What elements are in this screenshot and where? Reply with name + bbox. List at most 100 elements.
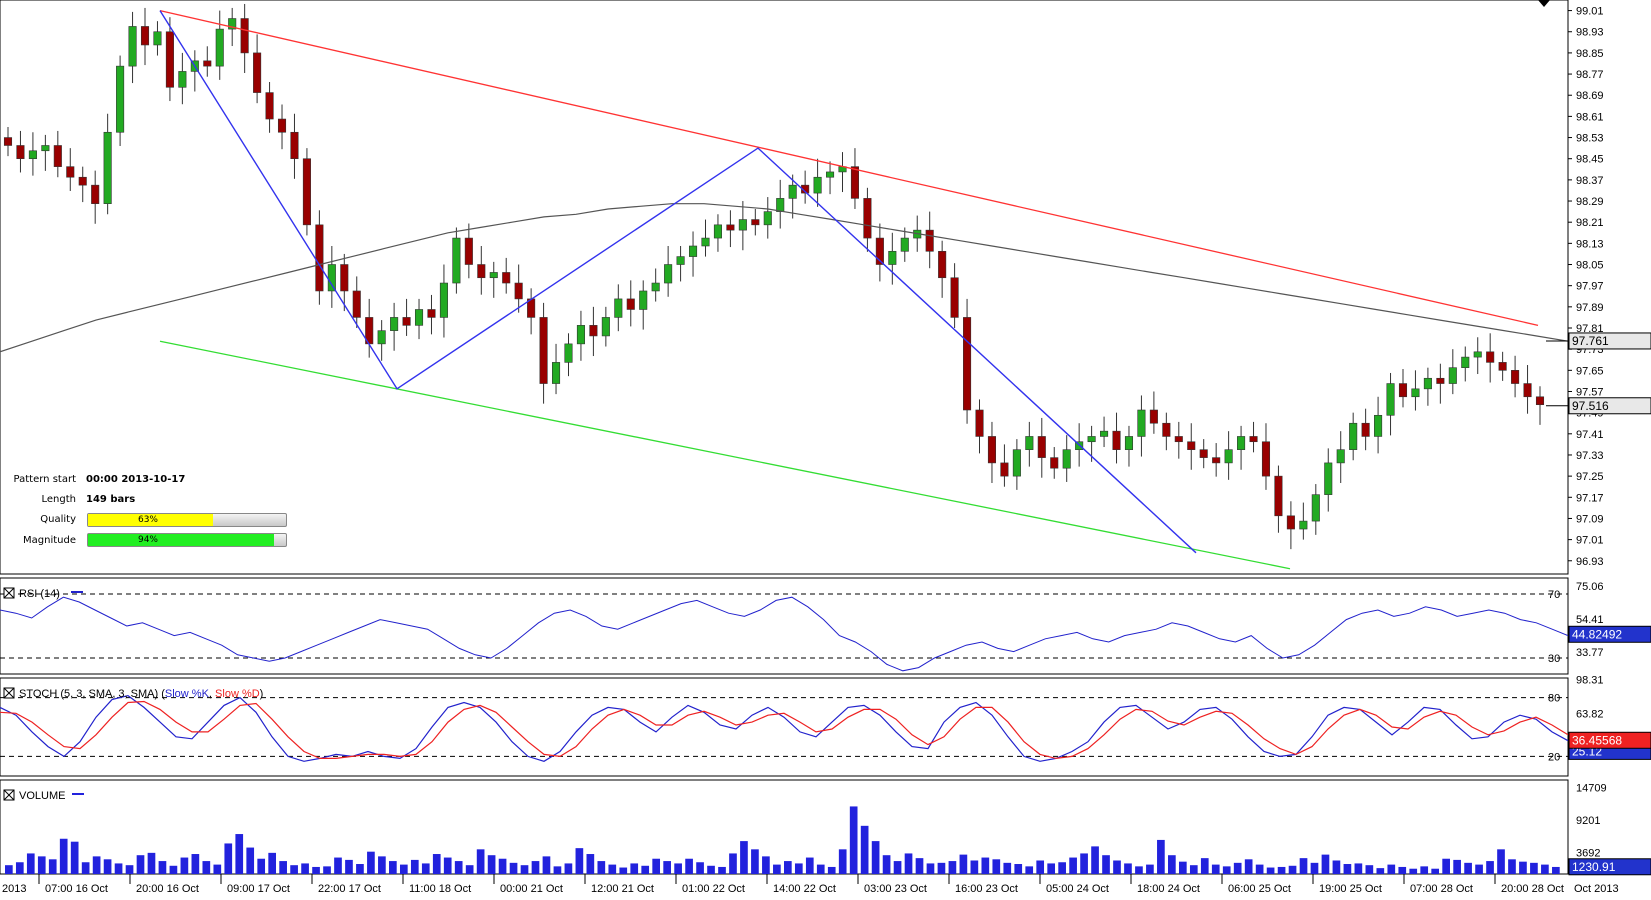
candle-body [1224, 449, 1233, 464]
candle-body [502, 272, 511, 284]
candle-body [1535, 396, 1545, 406]
candle-body [1511, 370, 1520, 384]
volume-bar [948, 861, 957, 874]
volume-bar [356, 864, 364, 874]
stoch-d-value-label: 36.45568 [1572, 733, 1622, 747]
stoch-d-line [0, 700, 1569, 760]
candle-body [713, 224, 722, 239]
volume-bar [1255, 864, 1264, 874]
volume-bar [641, 865, 650, 874]
candle-body [589, 325, 598, 337]
stoch-legend-d: Slow %D [215, 688, 260, 700]
rsi-level-label: 30 [1548, 653, 1560, 665]
price-plot-frame [0, 0, 1569, 575]
volume-bar [1047, 863, 1056, 874]
volume-bar [630, 863, 639, 874]
candle-body [290, 131, 299, 160]
volume-bar [246, 847, 255, 874]
candle-body [103, 131, 112, 204]
price-tick-label: 97.09 [1576, 513, 1604, 525]
price-tick-label: 97.65 [1576, 365, 1604, 377]
candle-body [414, 309, 424, 326]
volume-bar [1036, 860, 1045, 874]
candle-body [1286, 515, 1295, 530]
candle-body [850, 166, 859, 199]
volume-bar [1244, 859, 1253, 874]
volume-bar [257, 858, 266, 874]
candle-body [963, 317, 972, 411]
candle-body [551, 362, 561, 384]
volume-tick-label: 14709 [1576, 783, 1607, 795]
volume-bar [323, 866, 331, 874]
candle-body [1212, 457, 1221, 464]
x-tick-label: 11:00 18 Oct [409, 883, 471, 895]
candle-body [950, 277, 959, 318]
volume-bar [103, 859, 112, 874]
x-tick-label: 18:00 24 Oct [1137, 883, 1200, 895]
collapse-arrow-icon[interactable] [1538, 0, 1550, 7]
volume-bar [312, 866, 320, 874]
candle-body [41, 145, 50, 152]
volume-bar [849, 806, 858, 874]
volume-bar [1310, 862, 1319, 874]
stoch-legend-k: Slow %K [165, 688, 210, 700]
rsi-level-label: 70 [1548, 589, 1560, 601]
candle-body [128, 26, 137, 67]
volume-bar [586, 854, 595, 874]
volume-bar [345, 859, 353, 874]
candle-body [1448, 367, 1457, 384]
candle-body [265, 92, 274, 120]
candle-body [1050, 457, 1059, 469]
price-tick-label: 98.05 [1576, 260, 1604, 272]
price-tick-label: 97.17 [1576, 492, 1604, 504]
volume-bar [15, 862, 24, 874]
volume-bar [1530, 862, 1538, 874]
volume-bar [1387, 864, 1396, 874]
candle-body [626, 298, 635, 310]
volume-bar [169, 865, 178, 874]
price-tick-label: 99.01 [1576, 6, 1604, 18]
close-icon-stroke [3, 587, 15, 599]
volume-bar [1420, 866, 1429, 874]
stoch-tick-label: 63.82 [1576, 708, 1604, 720]
candle-body [987, 436, 997, 464]
price-tick-label: 98.85 [1576, 48, 1604, 60]
volume-bar [378, 856, 386, 874]
candle-body [601, 317, 610, 337]
volume-bar [5, 865, 13, 874]
candle-body [875, 237, 884, 265]
volume-bar [1157, 839, 1165, 874]
candle-body [639, 290, 648, 310]
magnitude-bar: 94% [87, 533, 287, 547]
volume-bar [674, 863, 682, 874]
volume-bar [729, 853, 737, 874]
volume-title: VOLUME [19, 790, 65, 802]
candle-body [1411, 388, 1420, 398]
volume-tick-label: 9201 [1576, 815, 1600, 827]
stoch-level-label: 20 [1548, 751, 1560, 763]
x-tick-label: 06:00 25 Oct [1228, 883, 1291, 895]
price-tick-label: 98.29 [1576, 196, 1604, 208]
candle-body [1124, 436, 1134, 450]
volume-bar [1431, 868, 1440, 874]
candle-body [277, 118, 287, 133]
volume-bar [1014, 864, 1023, 874]
price-label-text: 97.516 [1572, 399, 1609, 413]
candle-body [203, 60, 212, 67]
zigzag-line [159, 10, 1197, 554]
volume-bar [1091, 846, 1099, 874]
candle-body [1398, 383, 1408, 398]
candle-body [1174, 436, 1183, 443]
volume-bar [773, 864, 781, 874]
volume-bar [454, 861, 463, 874]
candle-body [1473, 351, 1482, 358]
x-tick-label: 20:00 16 Oct [136, 883, 199, 895]
candle-body [352, 290, 361, 318]
candle-body [1025, 436, 1034, 450]
candle-body [240, 18, 249, 54]
rsi-value-box [1568, 625, 1651, 643]
volume-bar [520, 865, 529, 874]
candle-body [78, 176, 87, 186]
volume-bar [1288, 865, 1297, 874]
